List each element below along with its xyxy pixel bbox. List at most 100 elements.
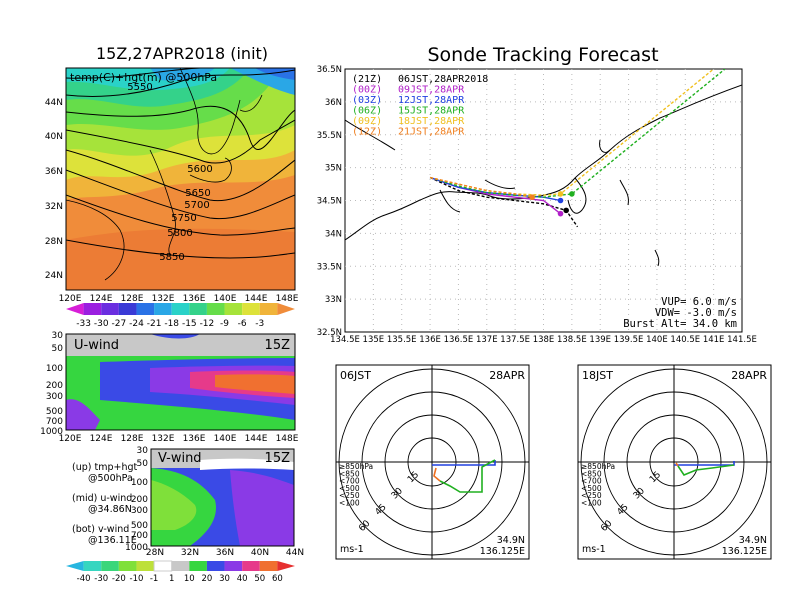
- wind-colorbar-label: 1: [169, 574, 174, 584]
- contour-label: 5700: [184, 200, 209, 211]
- wind-colorbar-label: 50: [254, 574, 265, 584]
- track-lat-label: 35.5N: [317, 131, 342, 141]
- v-wind-label: V-wind: [158, 451, 202, 466]
- track-end-marker: [569, 191, 575, 197]
- track-lat-label: 33N: [325, 295, 342, 305]
- u-wind-lon-label: 124E: [90, 434, 113, 444]
- v-wind-level-label: 200: [131, 495, 148, 505]
- hodo-trace-green: [439, 459, 496, 493]
- coastline: [66, 68, 263, 281]
- wind-colorbar-label: -1: [150, 574, 158, 584]
- v-wind-lat-label: 32N: [181, 548, 199, 558]
- contour-label: 5650: [185, 188, 210, 199]
- v-wind-level-label: 700: [131, 531, 148, 541]
- v-wind-level-label: 50: [137, 459, 149, 469]
- track-lat-label: 33.5N: [317, 262, 342, 272]
- wind-colorbar-label: -30: [94, 574, 108, 584]
- hodo-trace-green: [677, 464, 735, 476]
- track-lon-labels: 134.5E 135E 135.5E 136E 136.5E 137E 137.5E 138E…: [330, 335, 757, 345]
- legend-code: (12Z): [352, 127, 382, 138]
- track-lon-label: 141E: [703, 335, 725, 345]
- hodo-legend-item: ≥850hPa: [581, 462, 615, 471]
- temp-map-lon-labels: 120E 124E 128E 132E 136E 140E 144E 148E: [59, 294, 299, 304]
- track-coastline: [345, 84, 742, 267]
- temp-colorbar-label: -12: [200, 319, 215, 329]
- legend-code: (09Z): [352, 116, 382, 127]
- track-grid: [345, 69, 742, 332]
- wind-colorbar-cell: [224, 561, 243, 571]
- temp-colorbar-label: -27: [111, 319, 126, 329]
- wind-colorbar-label: 60: [272, 574, 283, 584]
- temp-colorbar-label: -3: [255, 319, 264, 329]
- wind-colorbar-cell: [118, 561, 137, 571]
- wind-colorbar: -40 -30 -20 -10 -1 1 10 20 30 40 50 60: [66, 560, 295, 584]
- temp-map-lon-label: 120E: [59, 294, 82, 304]
- track-lat-label: 32.5N: [317, 328, 342, 338]
- contour-label: 5800: [167, 228, 192, 239]
- v-wind-time: 15Z: [265, 451, 291, 466]
- track-lon-label: 136E: [419, 335, 441, 345]
- u-wind-lon-label: 132E: [152, 434, 175, 444]
- wind-colorbar-cell: [277, 561, 295, 571]
- temp-map-lon-label: 124E: [90, 294, 113, 304]
- u-wind-lon-label: 128E: [121, 434, 144, 444]
- u-wind-lon-label: 136E: [183, 434, 206, 444]
- v-wind-frame: [150, 448, 295, 547]
- contour-label: 5750: [171, 213, 196, 224]
- temp-colorbar-cell: [277, 303, 295, 315]
- hodo-legend-item: <100: [581, 499, 602, 508]
- hodo-legend-item: <850: [339, 469, 360, 478]
- note-line2: @136.11E: [88, 535, 137, 546]
- track-lat-label: 34.5N: [317, 197, 342, 207]
- hodo-trace-blue: [432, 460, 496, 466]
- u-wind-level-label: 50: [52, 344, 64, 354]
- temp-map-lon-label: 136E: [183, 294, 206, 304]
- temp-colorbar-cell: [83, 303, 102, 315]
- temp-colorbar-cell: [118, 303, 137, 315]
- track-lat-label: 35N: [325, 164, 342, 174]
- v-wind-lat-label: 44N: [286, 548, 304, 558]
- wind-colorbar-cell: [242, 561, 260, 571]
- left-title: 15Z,27APR2018 (init): [96, 44, 268, 63]
- v-wind-level-label: 1000: [125, 543, 148, 553]
- temp-colorbar-cell: [189, 303, 207, 315]
- note-line1: (up) tmp+hgt: [72, 462, 138, 473]
- wind-colorbar-cell: [259, 561, 278, 571]
- track-lon-label: 137.5E: [500, 335, 530, 345]
- v-wind-level-label: 300: [131, 506, 148, 516]
- legend-time: 18JST,28APR: [398, 116, 465, 127]
- legend-time: 06JST,28APR2018: [398, 74, 488, 85]
- legend-code: (03Z): [352, 95, 382, 106]
- track-legend: (21Z) 06JST,28APR2018 (00Z) 09JST,28APR (03Z…: [352, 74, 488, 138]
- track-end-marker: [557, 191, 564, 197]
- wind-colorbar-label: 10: [184, 574, 195, 584]
- hodo-trace-orange: [433, 467, 441, 482]
- hodo-legend-item: <500: [339, 484, 360, 493]
- track-end-marker: [557, 210, 564, 217]
- u-wind-level-label: 300: [46, 392, 63, 402]
- legend-time: 21JST,28APR: [398, 127, 465, 138]
- track-lon-label: 138.5E: [557, 335, 587, 345]
- hodo-time: 18JST: [582, 369, 613, 382]
- hodo-date: 28APR: [731, 369, 767, 382]
- hodo-legend-item: <250: [339, 491, 360, 500]
- track-end-marker: [529, 194, 535, 201]
- contour-label: 5550: [127, 82, 152, 93]
- hodo-legend-item: <500: [581, 484, 602, 493]
- track-line: [429, 69, 726, 198]
- track-lon-label: 137E: [476, 335, 498, 345]
- track-end-marker: [557, 197, 564, 204]
- temp-map-lat-label: 32N: [45, 202, 63, 212]
- temp-map-lat-label: 24N: [45, 271, 63, 281]
- legend-code: (00Z): [352, 85, 382, 96]
- hodo-legend-item: <700: [339, 477, 360, 486]
- note-line2: @500hPa: [88, 473, 133, 484]
- hodo-legend-item: <700: [581, 477, 602, 486]
- hodo-lat: 34.9N: [497, 535, 525, 546]
- track-lon-label: 139.5E: [614, 335, 644, 345]
- u-wind-level-label: 500: [46, 407, 63, 417]
- u-wind-level-label: 700: [46, 417, 63, 427]
